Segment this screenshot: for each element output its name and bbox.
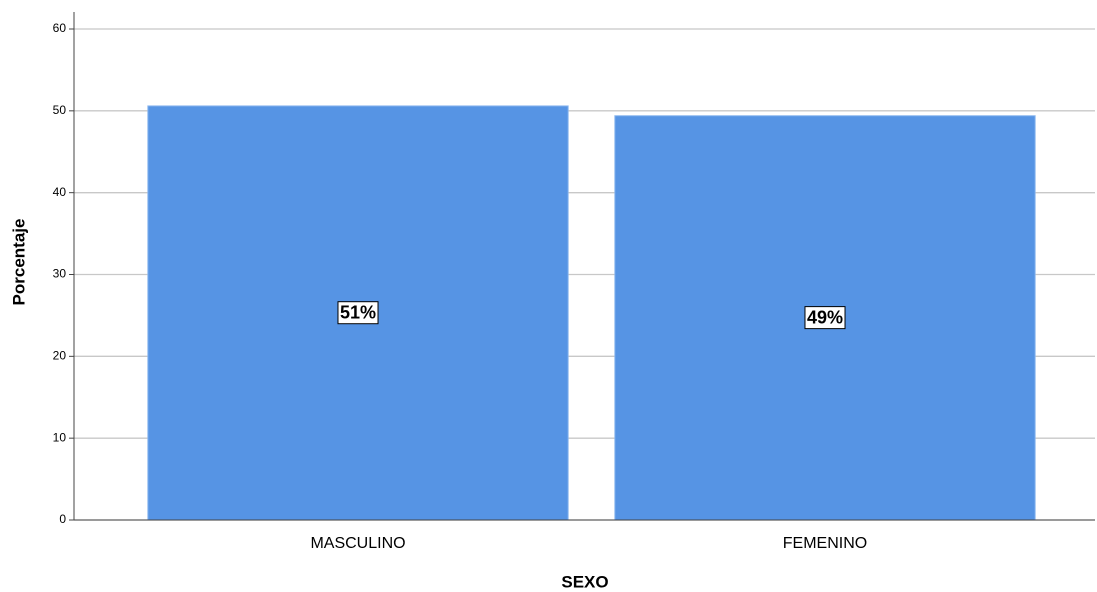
y-tick-label: 60	[53, 21, 67, 35]
value-label-box	[337, 301, 379, 325]
value-label-text: 51%	[340, 303, 376, 323]
y-tick-label: 10	[53, 430, 67, 444]
x-axis-title: SEXO	[561, 572, 608, 591]
y-tick-label: 50	[53, 103, 67, 117]
value-label: 51%	[337, 301, 379, 325]
x-tick-label: FEMENINO	[783, 535, 867, 552]
value-label-text: 49%	[807, 308, 843, 328]
y-tick-label: 30	[53, 267, 67, 281]
y-tick-label: 0	[59, 512, 66, 526]
y-axis-title: Porcentaje	[9, 219, 28, 306]
value-label-box	[804, 306, 846, 330]
y-tick-label: 40	[53, 185, 67, 199]
x-tick-label: MASCULINO	[310, 535, 405, 552]
value-label: 49%	[804, 306, 846, 330]
y-tick-label: 20	[53, 349, 67, 363]
